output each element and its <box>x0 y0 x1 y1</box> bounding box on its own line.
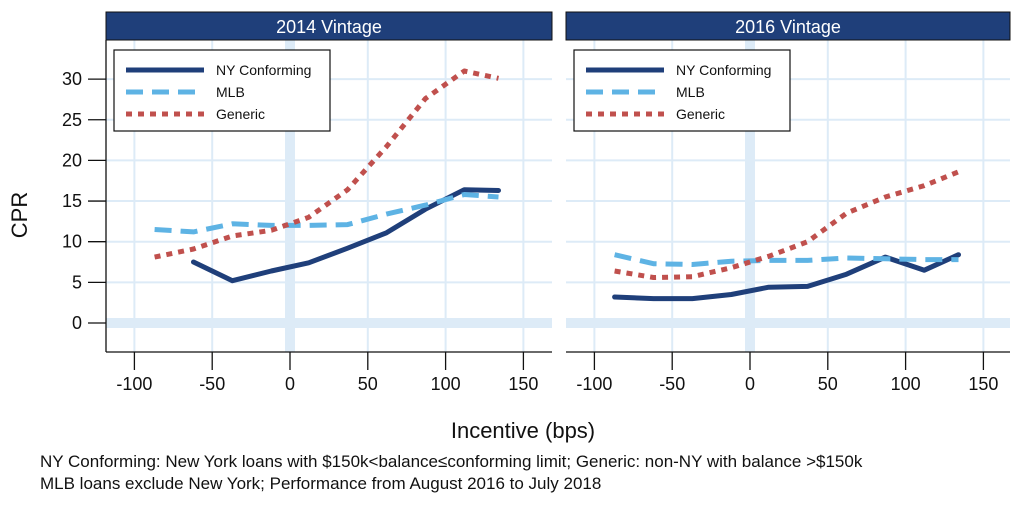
zero-band-x <box>745 40 755 352</box>
y-tick-label: 30 <box>62 69 82 89</box>
x-tick-label: 150 <box>968 374 998 394</box>
footnote-line-1: NY Conforming: New York loans with $150k… <box>40 452 863 471</box>
y-tick-label: 0 <box>72 313 82 333</box>
legend-label: MLB <box>216 84 245 100</box>
x-tick-label: 100 <box>891 374 921 394</box>
x-tick-label: -100 <box>576 374 612 394</box>
panel-header <box>105 11 553 41</box>
legend-label: Generic <box>216 106 265 122</box>
zero-band-y <box>566 318 1010 328</box>
zero-band-x <box>285 40 295 352</box>
panel-title: 2014 Vintage <box>276 17 382 37</box>
x-tick-label: -50 <box>199 374 225 394</box>
y-tick-label: 10 <box>62 232 82 252</box>
panel-1: 0 5 10 15 20 25 30 -100 -50 0 50 100 150 2014 Vintage… <box>62 11 553 394</box>
legend: NY Conforming MLB Generic <box>113 49 331 132</box>
y-tick-label: 20 <box>62 150 82 170</box>
x-tick-label: -100 <box>116 374 152 394</box>
zero-band-y <box>106 318 552 328</box>
legend-box <box>113 49 331 132</box>
panel-2: -100 -50 0 50 100 150 2016 Vintage NY Conformin… <box>565 11 1011 394</box>
panel-header <box>565 11 1011 41</box>
footnote-line-2: MLB loans exclude New York; Performance … <box>40 474 602 493</box>
x-tick-label: -50 <box>659 374 685 394</box>
x-axis-label: Incentive (bps) <box>451 418 595 443</box>
series-line-generic <box>154 68 500 260</box>
y-tick-label: 5 <box>72 272 82 292</box>
y-tick-label: 25 <box>62 110 82 130</box>
legend-label: NY Conforming <box>216 62 311 78</box>
y-tick-label: 15 <box>62 191 82 211</box>
series-line-mlb <box>614 252 959 267</box>
panel-title: 2016 Vintage <box>735 17 841 37</box>
x-tick-label: 100 <box>431 374 461 394</box>
legend-label: NY Conforming <box>676 62 771 78</box>
series-line-ny-conforming <box>612 252 961 302</box>
legend-box <box>573 49 791 132</box>
x-tick-label: 150 <box>508 374 538 394</box>
x-tick-label: 50 <box>818 374 838 394</box>
series-line-mlb <box>154 192 499 235</box>
legend: NY Conforming MLB Generic <box>573 49 791 132</box>
x-tick-label: 0 <box>745 374 755 394</box>
x-tick-label: 50 <box>358 374 378 394</box>
x-tick-label: 0 <box>285 374 295 394</box>
y-axis-label: CPR <box>7 192 32 238</box>
legend-label: MLB <box>676 84 705 100</box>
legend-label: Generic <box>676 106 725 122</box>
